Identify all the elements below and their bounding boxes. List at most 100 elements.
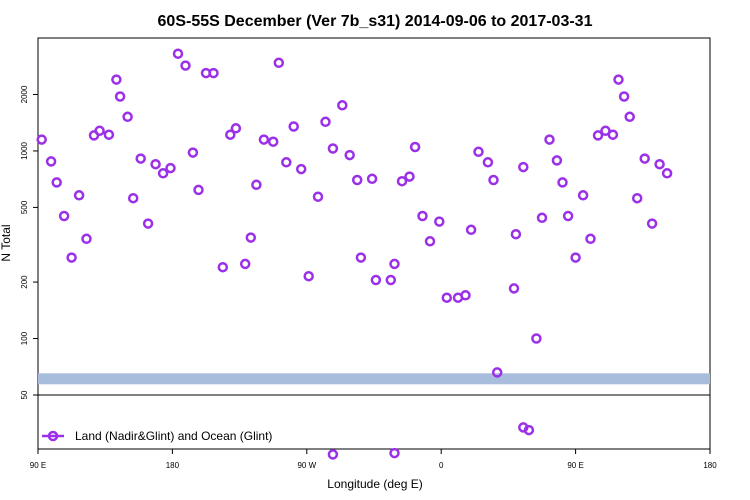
data-point: [562, 210, 574, 222]
x-tick-label: 90 E: [30, 461, 46, 470]
data-point: [122, 111, 133, 123]
data-point: [225, 129, 236, 140]
data-point: [351, 174, 363, 186]
data-point: [165, 162, 176, 174]
data-point: [661, 168, 673, 179]
data-point: [208, 67, 219, 79]
data-point: [111, 74, 122, 85]
data-point: [230, 123, 242, 134]
data-point: [465, 224, 477, 236]
data-point: [295, 163, 307, 175]
x-axis: 90 E 180 90 W 0 90 E 180: [30, 449, 717, 470]
data-point: [544, 134, 555, 145]
data-point: [366, 173, 378, 185]
x-tick-label: 90 E: [567, 461, 583, 470]
data-point: [150, 158, 161, 170]
data-point: [557, 177, 568, 188]
x-tick-label: 180: [166, 461, 180, 470]
data-point: [337, 100, 348, 111]
data-point: [51, 177, 62, 188]
data-point: [135, 153, 146, 164]
data-point: [94, 125, 105, 137]
data-point: [482, 157, 494, 168]
data-point: [267, 136, 279, 147]
data-point: [389, 258, 400, 270]
data-point: [639, 153, 650, 164]
data-point: [654, 158, 665, 170]
legend: Land (Nadir&Glint) and Ocean (Glint): [42, 429, 272, 443]
data-point: [217, 261, 229, 273]
data-point-low: [523, 424, 535, 436]
x-tick-label: 90 W: [297, 461, 316, 470]
data-point: [187, 147, 199, 158]
data-point: [473, 146, 484, 158]
data-point: [385, 274, 397, 286]
data-point: [66, 252, 77, 263]
data-point: [312, 191, 324, 202]
data-point: [607, 129, 619, 140]
legend-label: Land (Nadir&Glint) and Ocean (Glint): [75, 429, 272, 443]
data-point: [488, 174, 499, 186]
data-point: [251, 179, 262, 191]
data-point: [646, 218, 658, 229]
y-tick-label: 500: [20, 200, 29, 214]
data-point: [81, 233, 92, 245]
data-point: [239, 258, 251, 270]
data-point: [618, 91, 630, 102]
data-point: [424, 236, 436, 247]
data-point: [288, 121, 299, 132]
data-point: [518, 161, 529, 173]
reference-band: [38, 373, 710, 385]
data-point: [73, 190, 85, 201]
y-tick-label: 1000: [20, 141, 29, 159]
data-point: [320, 116, 331, 128]
data-point: [551, 155, 563, 166]
data-point: [510, 228, 522, 240]
data-point: [327, 143, 339, 154]
data-point: [508, 283, 520, 294]
x-tick-label: 0: [439, 461, 444, 470]
y-axis: 50 100 200 500 1000 2000: [20, 85, 38, 399]
data-point: [460, 290, 471, 301]
data-point: [157, 168, 169, 179]
data-points: [36, 48, 673, 460]
data-point: [193, 184, 204, 196]
y-tick-label: 200: [20, 275, 29, 289]
y-tick-label: 2000: [20, 85, 29, 103]
data-point: [58, 210, 70, 222]
data-point: [370, 274, 382, 286]
data-point: [570, 252, 581, 263]
y-tick-label: 50: [20, 390, 29, 399]
data-point: [404, 171, 415, 182]
data-point: [245, 232, 257, 243]
data-point: [303, 270, 314, 282]
data-point: [624, 111, 635, 123]
data-point: [127, 192, 139, 204]
data-point: [172, 48, 184, 59]
data-point: [142, 218, 154, 229]
data-point: [344, 149, 355, 161]
y-axis-label: N Total: [0, 224, 13, 261]
plot-frame: [37, 37, 711, 450]
data-point: [441, 292, 453, 303]
x-tick-label: 180: [703, 461, 717, 470]
data-point: [577, 190, 589, 201]
data-point: [434, 216, 445, 227]
data-point: [36, 134, 47, 145]
data-point: [114, 91, 126, 102]
data-point: [409, 141, 421, 153]
data-point-low: [389, 447, 400, 459]
data-point: [585, 233, 596, 245]
data-point: [396, 175, 408, 187]
data-point-low: [327, 449, 339, 460]
data-point: [273, 57, 285, 69]
data-point: [103, 129, 115, 140]
data-point: [355, 252, 367, 263]
data-point: [536, 212, 548, 224]
chart-title: 60S-55S December (Ver 7b_s31) 2014-09-06…: [158, 13, 593, 30]
data-point: [491, 367, 503, 378]
data-point: [417, 210, 428, 222]
data-point: [531, 333, 542, 344]
legend-marker: [47, 430, 59, 442]
